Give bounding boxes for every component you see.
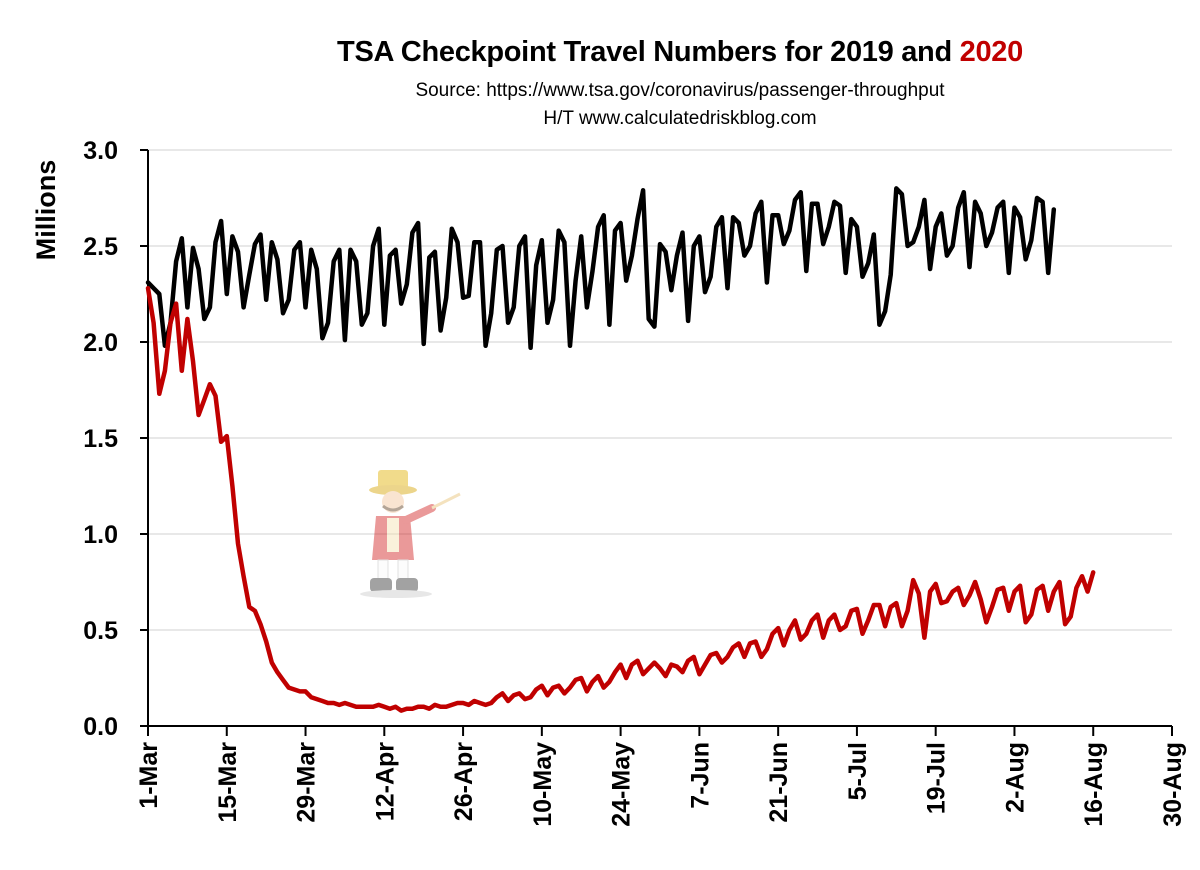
- y-tick-label: 1.5: [83, 425, 118, 453]
- series-lines: [145, 186, 1096, 713]
- x-tick-label: 26-Apr: [450, 742, 478, 821]
- x-tick-label: 5-Jul: [844, 742, 872, 800]
- series-2020-line: [145, 285, 1096, 713]
- x-tick-label: 7-Jun: [686, 742, 714, 809]
- ringmaster-mascot-icon: [360, 470, 461, 598]
- x-tick-label: 30-Aug: [1159, 742, 1187, 827]
- x-tick-label: 12-Apr: [371, 742, 399, 821]
- y-tick-label: 0.5: [83, 617, 118, 645]
- axes: [140, 149, 1173, 736]
- x-tick-label: 24-May: [608, 742, 636, 827]
- x-tick-label: 2-Aug: [1001, 742, 1029, 813]
- y-tick-label: 1.0: [83, 521, 118, 549]
- chart-title-highlight: 2020: [959, 36, 1024, 68]
- y-tick-label: 2.5: [83, 233, 118, 261]
- x-tick-labels: 1-Mar 15-Mar 29-Mar 12-Apr 26-Apr 10-May 24-Ma…: [135, 742, 1187, 827]
- x-tick-label: 19-Jul: [923, 742, 951, 814]
- chart-title-prefix: TSA Checkpoint Travel Numbers for 2019 a…: [337, 36, 960, 68]
- chart-subtitle-source: Source: https://www.tsa.gov/coronavirus/…: [415, 80, 945, 101]
- x-tick-label: 15-Mar: [214, 742, 242, 823]
- y-tick-labels: 0.0 0.5 1.0 1.5 2.0 2.5 3.0: [83, 137, 118, 741]
- chart-subtitle-credit: H/T www.calculatedriskblog.com: [543, 108, 817, 129]
- y-tick-label: 0.0: [83, 713, 118, 741]
- y-axis-label: Millions: [31, 160, 61, 261]
- x-tick-label: 1-Mar: [135, 742, 163, 809]
- grid-lines: [148, 149, 1172, 631]
- x-tick-label: 10-May: [529, 742, 557, 827]
- y-tick-label: 2.0: [83, 329, 118, 357]
- x-tick-label: 16-Aug: [1080, 742, 1108, 827]
- series-2019-line: [145, 186, 1057, 351]
- x-tick-label: 29-Mar: [293, 742, 321, 823]
- chart-title: TSA Checkpoint Travel Numbers for 2019 a…: [320, 36, 1040, 69]
- x-tick-label: 21-Jun: [765, 742, 793, 823]
- y-tick-label: 3.0: [83, 137, 118, 165]
